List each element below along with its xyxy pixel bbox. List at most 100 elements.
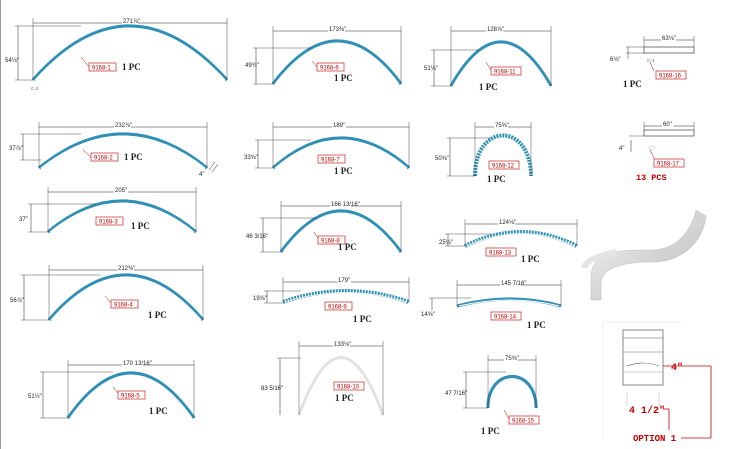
width-label: 60" (663, 122, 672, 128)
quantity: 1 PC (521, 254, 540, 264)
height-label: 49¾" (245, 63, 259, 69)
render-highlight (581, 249, 617, 270)
height-label: 51⅛" (424, 66, 438, 72)
height-label: 56⅞" (10, 298, 24, 304)
arc-shape (271, 39, 403, 85)
part-9168-4: 212⅜" 56⅞" 9168-4 1 PC (10, 264, 205, 322)
rendered-part-image (581, 209, 707, 301)
leader-line (104, 295, 112, 304)
part-9168-6: 173⅜" 49¾" 9168-6 1 PC (245, 25, 403, 85)
width-label: 205" (115, 188, 127, 194)
arc-inner-line (40, 135, 206, 169)
arc-inner-line (282, 212, 400, 253)
height-label: 4" (619, 146, 624, 152)
part-number: 9168-11 (494, 70, 516, 76)
width-label: 232⅞" (115, 123, 132, 129)
option-height-label: 4" (671, 362, 683, 374)
dim-bg (114, 121, 131, 128)
height-label: 25⅛" (439, 240, 453, 246)
strip-shape (643, 129, 695, 137)
dim-bg (486, 25, 503, 32)
arc-shape (31, 24, 229, 82)
width-label: 170 13/16" (123, 361, 152, 367)
arc-inner-line (489, 378, 535, 409)
cut-mark (648, 145, 656, 151)
dim-bg (337, 276, 351, 283)
part-tag (490, 66, 522, 76)
option-1-profile: 4" 4 1/2" OPTION 1 (602, 321, 712, 444)
arc-shape (449, 40, 553, 87)
part-9168-16: 63⅛" 6⅛" C-4 9168-16 1 PC (610, 34, 695, 89)
part-number: 9168-17 (657, 162, 680, 168)
arc-inner-line (34, 27, 226, 81)
part-number: 9168-12 (492, 164, 515, 170)
height-label: 37" (19, 217, 28, 223)
arc-inner-line (69, 374, 193, 419)
dim-bg (504, 354, 518, 361)
dim-bg (114, 186, 128, 193)
part-tag (110, 299, 139, 309)
option-width-label: 4 1/2" (629, 405, 665, 417)
part-number: 9168-10 (337, 385, 360, 391)
leader-line (311, 60, 318, 68)
leader-line (112, 386, 119, 394)
end-cut-line (211, 163, 219, 173)
width-label: 75⅝" (505, 356, 519, 362)
height-label: 6⅛" (610, 57, 620, 63)
arc-inner-line (284, 292, 408, 303)
part-9168-7: 189" 33⅝" 9168-7 1 PC (244, 121, 411, 176)
quantity: 1 PC (335, 393, 354, 403)
height-label: 54⅛" (5, 58, 19, 64)
part-number: 9168-6 (320, 66, 339, 72)
arc-shape (37, 132, 209, 170)
part-tag (508, 415, 540, 425)
part-number: 9168-13 (489, 251, 512, 257)
part-tag (324, 301, 353, 311)
part-9168-13: 124⅛" 25⅛" 9168-13 1 PC (439, 218, 578, 264)
quantity: 1 PC (334, 166, 353, 176)
arc-shape (456, 297, 562, 308)
width-label: 75⅝" (495, 123, 509, 129)
part-number: 9168-15 (512, 419, 535, 425)
arc-shape (46, 199, 198, 234)
dim-bg (117, 264, 134, 271)
part-number: 9168-5 (121, 394, 140, 400)
quantity: 1 PC (149, 406, 168, 416)
part-number: 9168-7 (321, 158, 340, 164)
part-tag (95, 216, 124, 226)
part-9168-11: 128⅞" 51⅛" 9168-11 1 PC (424, 25, 553, 92)
part-tag (317, 235, 346, 245)
quantity: 1 PC (353, 314, 372, 324)
quantity: 1 PC (131, 221, 150, 231)
side-label: 4" (199, 172, 204, 178)
leader-line (649, 61, 655, 72)
width-label: 63⅛" (662, 36, 676, 42)
part-9168-14: 145 7/16" 14⅝" 9168-14 1 PC (421, 279, 562, 330)
arc-shape (297, 356, 385, 416)
arc-shape (66, 371, 196, 419)
arc-shape (271, 136, 411, 170)
width-label: 166 13/16" (331, 202, 360, 208)
arc-shape (282, 289, 410, 304)
width-label: 128⅞" (487, 27, 504, 33)
part-9168-8: 166 13/16" 46 3/16" 9168-8 1 PC (246, 200, 403, 253)
quantity: 1 PC (623, 79, 642, 89)
width-label: 212⅜" (118, 266, 135, 272)
part-number: 9168-16 (659, 74, 682, 80)
option-caption: OPTION 1 (633, 434, 677, 444)
height-label: 33⅝" (244, 155, 258, 161)
quantity: 1 PC (338, 242, 357, 252)
arc-inner-line (452, 43, 550, 87)
part-9168-9: 179" 19⅝" 9168-9 1 PC (253, 276, 410, 324)
arc-inner-line (477, 138, 529, 177)
quantity: 1 PC (527, 320, 546, 330)
quantity: 1 PC (124, 152, 143, 162)
arc-inner-line (49, 202, 195, 233)
part-9168-15: 75⅝" 47 7/16" 9168-15 1 PC (445, 354, 540, 436)
arc-shape (47, 273, 205, 322)
part-tag (316, 62, 345, 72)
quantity: 1 PC (487, 174, 506, 184)
part-9168-5: 170 13/16" 51½" 9168-5 1 PC (28, 359, 196, 419)
